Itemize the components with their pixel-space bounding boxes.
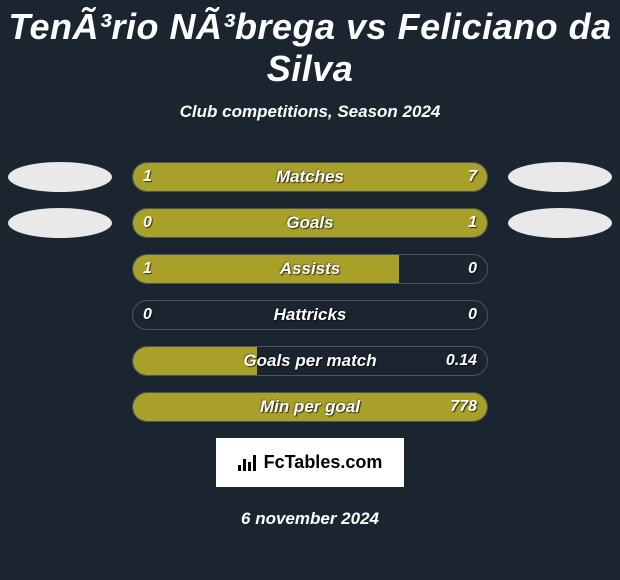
stat-bar: 0.14 Goals per match (132, 346, 488, 376)
stat-value-right: 7 (468, 168, 477, 186)
bar-left-fill (133, 347, 257, 375)
logo-text: FcTables.com (264, 452, 383, 473)
stat-bar: 0 1 Goals (132, 208, 488, 238)
stat-value-right: 778 (450, 398, 477, 416)
stat-label: Hattricks (274, 305, 347, 325)
stat-label: Min per goal (260, 397, 360, 417)
stat-label: Assists (280, 259, 340, 279)
stat-bar: 1 7 Matches (132, 162, 488, 192)
stat-value-left: 0 (143, 306, 152, 324)
player-left-ellipse (8, 162, 112, 192)
player-right-ellipse (508, 162, 612, 192)
fctables-logo: FcTables.com (216, 438, 405, 487)
stat-row: 0 1 Goals (8, 208, 612, 238)
date-line: 6 november 2024 (0, 509, 620, 529)
stat-value-left: 1 (143, 260, 152, 278)
stat-label: Goals per match (243, 351, 376, 371)
stat-value-right: 0.14 (446, 352, 477, 370)
footer: FcTables.com 6 november 2024 (0, 438, 620, 529)
stat-value-right: 0 (468, 306, 477, 324)
subtitle: Club competitions, Season 2024 (0, 102, 620, 122)
stat-bar: 1 0 Assists (132, 254, 488, 284)
stat-row: 1 7 Matches (8, 162, 612, 192)
bar-left-fill (133, 255, 399, 283)
stat-row: 1 0 Assists (8, 254, 612, 284)
stat-value-left: 0 (143, 214, 152, 232)
stat-value-right: 1 (468, 214, 477, 232)
stat-row: 778 Min per goal (8, 392, 612, 422)
comparison-chart: 1 7 Matches 0 1 Goals 1 0 Assists 0 0 Hattricks 0.14… (0, 162, 620, 422)
player-right-ellipse (508, 208, 612, 238)
logo-bars-icon (238, 455, 258, 471)
player-left-ellipse (8, 208, 112, 238)
stat-bar: 778 Min per goal (132, 392, 488, 422)
stat-value-left: 1 (143, 168, 152, 186)
stat-bar: 0 0 Hattricks (132, 300, 488, 330)
stat-row: 0.14 Goals per match (8, 346, 612, 376)
stat-row: 0 0 Hattricks (8, 300, 612, 330)
stat-label: Goals (286, 213, 333, 233)
stat-value-right: 0 (468, 260, 477, 278)
stat-label: Matches (276, 167, 344, 187)
page-title: TenÃ³rio NÃ³brega vs Feliciano da Silva (0, 0, 620, 90)
